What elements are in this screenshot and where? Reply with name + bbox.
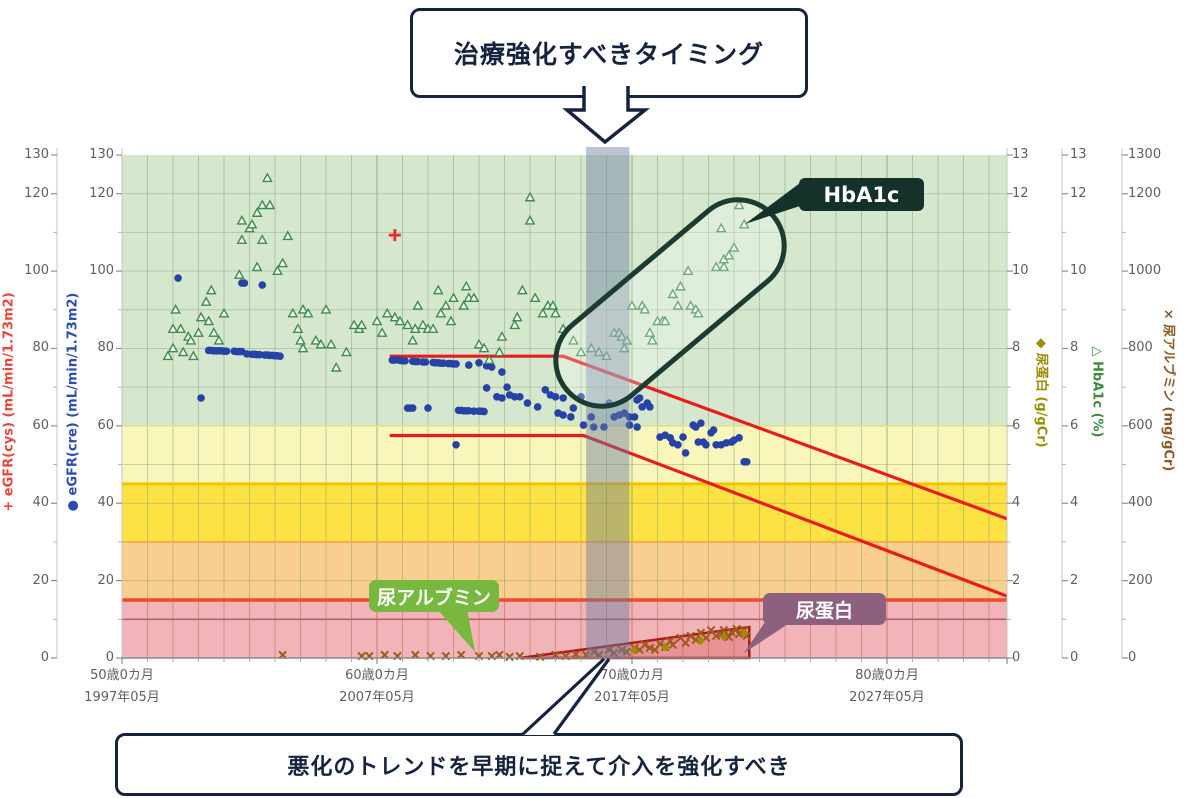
tick-label-left1: 0 <box>40 650 49 665</box>
protein-annotation-text: 尿蛋白 <box>795 599 853 622</box>
tick-label-left2: 0 <box>105 650 114 665</box>
diamond-marker-icon: ◆ <box>1033 338 1049 349</box>
tick-label-left2: 80 <box>97 340 114 356</box>
series-eGFR(cys) <box>388 229 401 242</box>
tick-label-right1: 6 <box>1012 417 1021 433</box>
tick-label-left2: 130 <box>89 147 114 162</box>
tick-label-right3: 1200 <box>1128 185 1162 201</box>
x-tick-date_label: 2027年05月 <box>849 690 925 705</box>
tick-label-left1: 60 <box>32 417 49 433</box>
top-callout-box: 治療強化すべきタイミング <box>410 8 808 98</box>
tick-label-left2: 120 <box>89 185 114 201</box>
tick-label-left1: 40 <box>32 495 49 511</box>
tick-label-left1: 130 <box>24 147 49 162</box>
series-eGFR(cre) <box>174 274 751 466</box>
x-tick-date_label: 1997年05月 <box>84 690 160 705</box>
x-marker-icon: × <box>1160 308 1176 320</box>
tick-label-left1: 80 <box>32 340 49 356</box>
tick-label-left1: 120 <box>24 185 49 201</box>
tick-label-right2: 13 <box>1070 147 1087 162</box>
tick-label-right3: 800 <box>1128 340 1153 356</box>
tick-label-right3: 200 <box>1128 572 1153 588</box>
tick-label-right3: 0 <box>1128 650 1137 665</box>
tick-label-right3: 1300 <box>1128 147 1162 162</box>
tick-label-right2: 8 <box>1070 340 1079 356</box>
tick-label-right3: 1000 <box>1128 263 1162 279</box>
albumin-annotation-label: 尿アルブミン <box>369 580 499 612</box>
hba1c-annotation-label: HbA1c <box>799 178 924 211</box>
tick-label-right1: 0 <box>1012 650 1021 665</box>
tick-label-right2: 4 <box>1070 495 1079 511</box>
tick-label-right1: 4 <box>1012 495 1021 511</box>
series-HbA1c <box>162 172 750 372</box>
tick-label-right3: 400 <box>1128 495 1153 511</box>
x-tick-age_label: 60歳0カ月 <box>345 668 409 683</box>
ckd-zones <box>122 155 1007 658</box>
axis-title-egfr-cre: ● eGFR(cre) (mL/min/1.73m2) <box>65 292 81 512</box>
hba1c-annotation-text: HbA1c <box>823 182 900 207</box>
x-tick-age_label: 70歳0カ月 <box>600 668 664 683</box>
trend-lines <box>389 354 1008 598</box>
x-tick-date_label: 2017年05月 <box>594 690 670 705</box>
tick-label-left2: 20 <box>97 572 114 588</box>
bottom-callout-box: 悪化のトレンドを早期に捉えて介入を強化すべき <box>115 733 963 796</box>
tick-label-left1: 20 <box>32 572 49 588</box>
top-callout-text: 治療強化すべきタイミング <box>453 40 765 69</box>
tick-label-right1: 12 <box>1012 185 1029 201</box>
x-tick-date_label: 2007年05月 <box>339 690 415 705</box>
axis-title-urine-protein: ◆ 尿蛋白 (g/gCr) <box>1033 338 1049 448</box>
triangle-marker-icon: △ <box>1089 346 1105 357</box>
tick-label-right2: 2 <box>1070 572 1079 588</box>
tick-label-right2: 12 <box>1070 185 1087 201</box>
axis-title-urine-albumin: × 尿アルブミン (mg/gCr) <box>1160 308 1176 472</box>
x-tick-age_label: 80歳0カ月 <box>855 668 919 683</box>
tick-label-right2: 0 <box>1070 650 1079 665</box>
tick-label-left2: 40 <box>97 495 114 511</box>
tick-label-right1: 2 <box>1012 572 1021 588</box>
tick-label-left2: 100 <box>89 263 114 279</box>
tick-label-right1: 10 <box>1012 263 1029 279</box>
bottom-callout-text: 悪化のトレンドを早期に捉えて介入を強化すべき <box>287 754 791 780</box>
protein-annotation-label: 尿蛋白 <box>763 593 886 625</box>
tick-label-left2: 60 <box>97 417 114 433</box>
axis-title-hba1c: △ HbA1c (%) <box>1089 346 1105 438</box>
tick-label-right1: 8 <box>1012 340 1021 356</box>
x-tick-age_label: 50歳0カ月 <box>90 668 154 683</box>
albumin-annotation-text: 尿アルブミン <box>377 586 491 609</box>
tick-label-right3: 600 <box>1128 417 1153 433</box>
tick-label-right1: 13 <box>1012 147 1029 162</box>
tick-label-right2: 6 <box>1070 417 1079 433</box>
tick-label-left1: 100 <box>24 263 49 279</box>
axis-title-egfr-cys: + eGFR(cys) (mL/min/1.73m2) <box>1 292 17 512</box>
tick-label-right2: 10 <box>1070 263 1087 279</box>
